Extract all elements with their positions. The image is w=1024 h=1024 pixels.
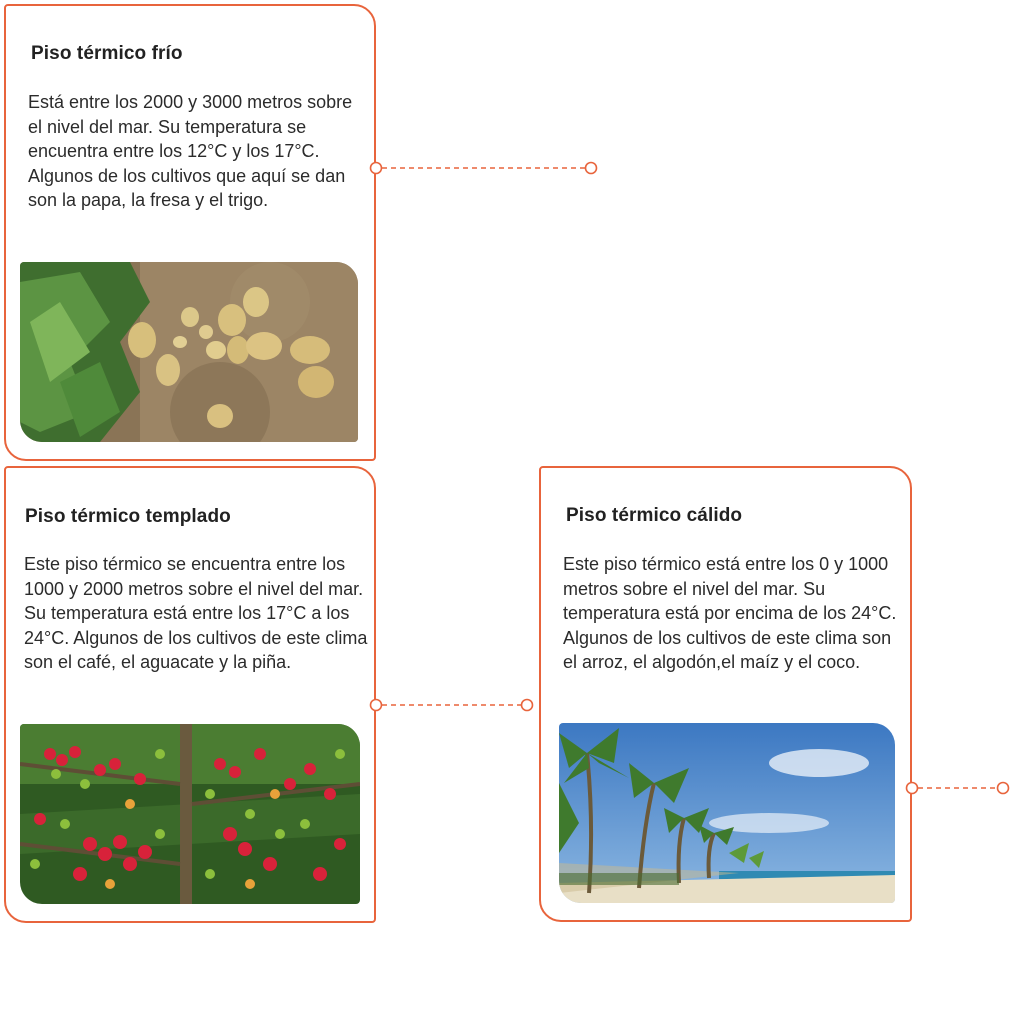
palm-beach-photo	[559, 723, 895, 903]
card-title: Piso térmico frío	[31, 43, 183, 64]
card-piso-calido: Piso térmico cálido Este piso térmico es…	[539, 466, 912, 922]
coffee-cherries-photo	[20, 724, 360, 904]
card-piso-frio: Piso térmico frío Está entre los 2000 y …	[4, 4, 376, 461]
connector-frio	[369, 161, 598, 175]
card-title: Piso térmico templado	[25, 506, 231, 527]
card-piso-templado: Piso térmico templado Este piso térmico …	[4, 466, 376, 923]
potato-field-photo	[20, 262, 358, 442]
connector-calido	[905, 781, 1010, 795]
connector-templado	[369, 698, 534, 712]
card-title: Piso térmico cálido	[566, 505, 743, 526]
card-description: Este piso térmico está entre los 0 y 100…	[563, 554, 897, 672]
card-description: Este piso térmico se encuentra entre los…	[24, 554, 368, 672]
card-description: Está entre los 2000 y 3000 metros sobre …	[28, 92, 353, 210]
